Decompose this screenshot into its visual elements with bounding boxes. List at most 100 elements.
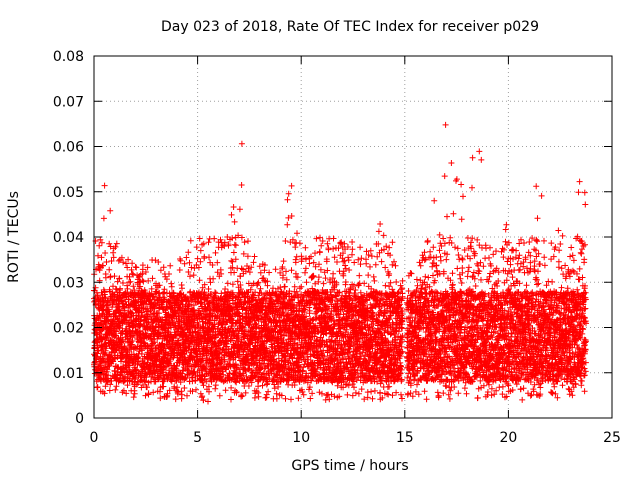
data-point	[126, 273, 133, 280]
data-point	[125, 256, 132, 263]
data-point	[97, 236, 104, 243]
data-point	[346, 267, 353, 273]
data-point	[265, 388, 272, 395]
data-point	[330, 235, 337, 242]
data-point	[293, 239, 300, 246]
data-point	[129, 270, 136, 277]
data-point	[231, 218, 238, 225]
data-point	[135, 358, 142, 365]
data-point	[263, 394, 270, 401]
data-point	[101, 350, 108, 357]
data-point	[106, 266, 113, 273]
data-point	[232, 242, 239, 249]
data-point	[150, 389, 157, 396]
data-point	[288, 396, 294, 403]
data-point	[184, 392, 190, 399]
data-point	[355, 390, 362, 397]
data-point	[271, 385, 278, 392]
data-point	[157, 267, 164, 274]
data-point	[330, 270, 337, 277]
data-point	[136, 279, 143, 286]
data-point	[107, 381, 114, 388]
data-point	[110, 249, 117, 256]
data-point	[111, 273, 118, 280]
data-point	[344, 391, 351, 398]
data-point	[238, 182, 245, 188]
data-point	[288, 267, 295, 274]
data-point	[112, 386, 119, 393]
data-point	[228, 396, 234, 403]
data-point	[119, 328, 126, 334]
data-point	[129, 260, 136, 267]
data-point	[131, 390, 138, 397]
data-point	[292, 259, 299, 266]
data-point	[101, 390, 108, 397]
data-point	[112, 355, 118, 361]
data-point	[263, 381, 270, 388]
data-point	[112, 243, 119, 250]
data-point	[102, 250, 109, 256]
data-point	[160, 383, 167, 390]
data-point	[254, 280, 261, 287]
data-point	[128, 266, 135, 273]
data-point	[312, 250, 318, 257]
data-point	[318, 242, 325, 249]
data-point	[148, 285, 155, 292]
data-point	[349, 239, 356, 245]
data-point	[157, 388, 163, 395]
data-point	[284, 221, 291, 228]
data-point	[130, 394, 137, 401]
data-point	[175, 337, 182, 344]
data-point	[111, 291, 118, 298]
data-point	[144, 264, 151, 271]
data-point	[159, 290, 166, 297]
data-point	[205, 398, 211, 405]
y-axis-label: ROTI / TECUs	[6, 191, 22, 283]
data-point	[196, 277, 203, 284]
data-point	[211, 235, 218, 242]
data-point	[149, 347, 156, 354]
data-point	[187, 237, 194, 244]
data-point	[167, 299, 174, 306]
data-point	[345, 257, 352, 264]
data-point	[193, 244, 200, 251]
data-point	[230, 249, 237, 256]
data-point	[325, 246, 332, 253]
data-point	[122, 325, 129, 332]
data-point	[281, 283, 288, 290]
data-point	[212, 382, 219, 389]
data-point	[239, 393, 246, 400]
data-point	[155, 259, 162, 265]
data-point	[161, 286, 168, 293]
data-point	[238, 140, 245, 147]
data-point	[255, 393, 262, 400]
data-point	[124, 264, 131, 271]
data-point	[142, 378, 149, 385]
data-point	[108, 258, 115, 264]
data-point	[183, 347, 190, 354]
data-point	[282, 238, 289, 244]
data-point	[156, 282, 163, 289]
data-point	[142, 392, 149, 399]
data-point	[98, 254, 105, 261]
data-point	[292, 244, 299, 251]
data-point	[272, 266, 279, 273]
data-point	[185, 249, 192, 256]
data-point	[298, 283, 305, 290]
data-point	[205, 286, 212, 292]
data-point	[302, 269, 308, 276]
data-point	[357, 244, 364, 251]
data-point	[197, 258, 204, 265]
data-point	[113, 240, 120, 247]
data-point	[110, 283, 116, 290]
data-point	[201, 255, 208, 262]
data-point	[273, 395, 280, 402]
data-point	[120, 259, 127, 266]
data-point	[157, 395, 164, 402]
data-point	[177, 379, 184, 386]
data-point	[101, 182, 108, 189]
data-point	[139, 262, 146, 269]
data-point	[168, 283, 175, 290]
data-point	[122, 298, 129, 305]
